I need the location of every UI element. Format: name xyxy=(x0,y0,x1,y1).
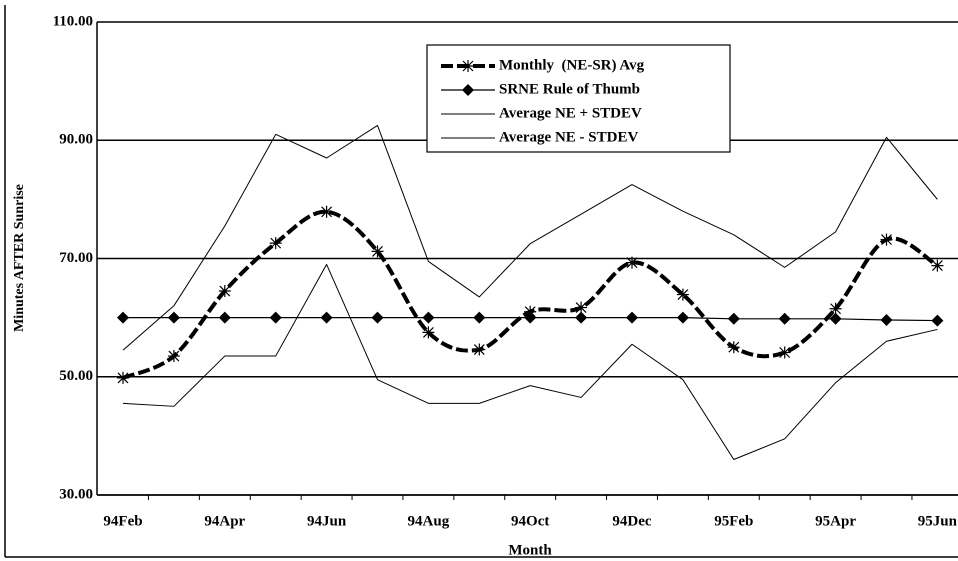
marker xyxy=(575,301,588,314)
marker xyxy=(167,311,180,324)
legend: Monthly (NE-SR) Avg SRNE Rule of Thumb Ave… xyxy=(426,44,731,153)
x-tick-label: 94Apr xyxy=(204,513,245,529)
marker xyxy=(473,343,486,356)
x-axis-label: Month xyxy=(508,542,552,558)
marker xyxy=(880,233,893,246)
marker xyxy=(626,256,638,269)
marker xyxy=(575,311,588,324)
marker xyxy=(524,311,537,324)
marker xyxy=(269,311,282,324)
marker xyxy=(371,311,384,324)
marker xyxy=(462,84,474,96)
x-tick-label: 94Dec xyxy=(612,513,651,529)
marker xyxy=(778,312,791,325)
marker xyxy=(829,302,842,315)
x-tick-label: 95Apr xyxy=(815,513,856,529)
marker xyxy=(473,311,486,324)
x-tick-label: 95Jun xyxy=(918,513,958,529)
marker xyxy=(931,259,944,272)
marker xyxy=(218,285,231,298)
x-tick-label: 94Jun xyxy=(307,513,347,529)
legend-label: SRNE Rule of Thumb xyxy=(499,81,640,97)
y-tick-label: 70.00 xyxy=(59,250,93,266)
marker xyxy=(931,314,944,327)
series-line xyxy=(122,263,938,461)
legend-label: Average NE + STDEV xyxy=(499,105,642,121)
marker xyxy=(778,346,791,359)
marker xyxy=(462,60,474,72)
series-line xyxy=(122,124,938,351)
marker xyxy=(117,371,129,384)
x-tick-label: 94Oct xyxy=(511,513,549,529)
y-tick-label: 110.00 xyxy=(53,13,93,29)
marker xyxy=(880,313,893,326)
x-tick-label: 94Feb xyxy=(103,513,142,529)
marker xyxy=(727,341,740,354)
marker xyxy=(676,288,689,301)
x-tick-label: 95Feb xyxy=(714,513,753,529)
marker xyxy=(371,245,384,258)
marker xyxy=(117,311,129,324)
y-tick-label: 30.00 xyxy=(59,486,93,502)
marker xyxy=(218,311,231,324)
y-tick-label: 90.00 xyxy=(59,132,93,148)
marker xyxy=(320,311,333,324)
legend-label: Average NE - STDEV xyxy=(499,129,638,145)
marker xyxy=(626,311,638,324)
marker xyxy=(422,326,435,339)
marker xyxy=(320,205,333,218)
marker xyxy=(676,311,689,324)
y-tick-label: 50.00 xyxy=(59,368,93,384)
x-tick-label: 94Aug xyxy=(408,513,450,529)
legend-box xyxy=(426,44,731,153)
marker xyxy=(269,237,282,250)
y-axis-label: Minutes AFTER Sunrise xyxy=(12,184,27,332)
legend-label: Monthly (NE-SR) Avg xyxy=(499,57,645,73)
marker xyxy=(829,312,842,325)
marker xyxy=(422,311,435,324)
marker xyxy=(167,350,180,363)
marker xyxy=(727,312,740,325)
